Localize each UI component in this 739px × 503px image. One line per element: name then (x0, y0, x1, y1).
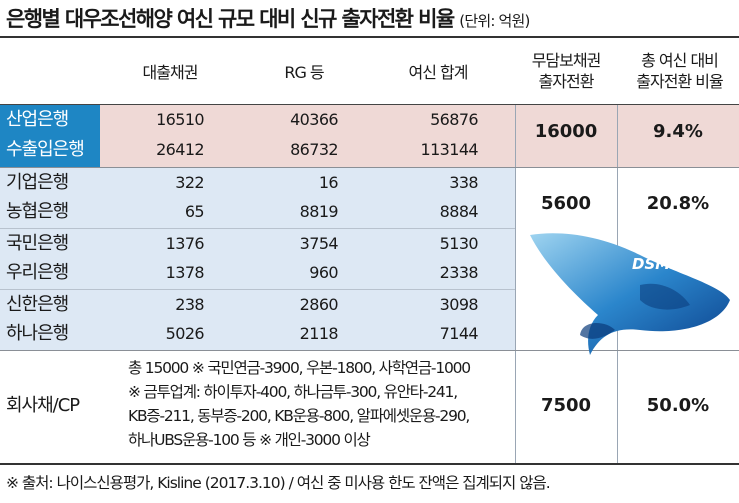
total-value: 8884 (439, 202, 479, 221)
col-header-ratio-line1: 총 여신 대비 (641, 51, 719, 70)
bond-detail-line: 총 15000 ※ 국민연금-3900, 우본-1800, 사학연금-1000 (128, 359, 471, 377)
bank-name: 산업은행 (6, 109, 69, 130)
table-header: 대출채권 RG 등 여신 합계 무담보채권 출자전환 총 여신 대비 출자전환 … (0, 38, 739, 105)
group1-right-band (515, 105, 739, 167)
col-header-ratio: 총 여신 대비 출자전환 비율 (620, 50, 739, 92)
rg-value: 960 (309, 263, 338, 282)
bank-name: 수출입은행 (6, 139, 85, 160)
page-title: 은행별 대우조선해양 여신 규모 대비 신규 출자전환 비율 (단위: 억원) (6, 4, 530, 34)
col-header-rg: RG 등 (284, 63, 324, 82)
rg-value: 40366 (290, 110, 339, 129)
loan-value: 322 (175, 173, 204, 192)
group2-conversion: 5600 (540, 193, 592, 214)
loan-value: 16510 (156, 110, 205, 129)
bond-label: 회사채/CP (6, 395, 80, 416)
bank-name: 기업은행 (6, 172, 69, 193)
group3-ratio: 50.0% (646, 395, 710, 416)
group2-band (0, 168, 515, 350)
total-value: 7144 (439, 324, 479, 343)
total-value: 3098 (439, 295, 479, 314)
divider-row-b (0, 289, 515, 290)
bank-name: 농협은행 (6, 201, 69, 222)
loan-value: 1376 (165, 234, 205, 253)
bank-name: 우리은행 (6, 262, 69, 283)
col-header-conversion-line1: 무담보채권 (531, 51, 602, 70)
loan-value: 65 (184, 202, 205, 221)
top-rule (0, 36, 739, 38)
group2-ratio: 20.8% (646, 193, 710, 214)
divider-row-group1 (0, 167, 739, 168)
total-value: 5130 (439, 234, 479, 253)
bottom-rule (0, 463, 739, 465)
loan-value: 238 (175, 295, 204, 314)
unit-label: (단위: 억원) (459, 12, 530, 30)
group1-conversion: 16000 (534, 121, 598, 142)
bond-detail-line: KB증-211, 동부증-200, KB운용-800, 알파에셋운용-290, (128, 407, 470, 425)
divider-vertical-1 (515, 105, 516, 463)
logo-text: DSME (632, 255, 681, 273)
rg-value: 2860 (299, 295, 339, 314)
total-value: 56876 (430, 110, 479, 129)
rg-value: 3754 (299, 234, 339, 253)
rg-value: 8819 (299, 202, 339, 221)
divider-row-a (0, 228, 515, 229)
bond-detail: 총 15000 ※ 국민연금-3900, 우본-1800, 사학연금-1000 … (128, 356, 513, 452)
total-value: 2338 (439, 263, 479, 282)
col-header-total: 여신 합계 (408, 63, 469, 82)
dsme-whale-logo: DSME (530, 233, 730, 355)
loan-value: 1378 (165, 263, 205, 282)
bank-name: 신한은행 (6, 294, 69, 315)
col-header-conversion: 무담보채권 출자전환 (515, 50, 617, 92)
loan-value: 26412 (156, 140, 205, 159)
rg-value: 16 (318, 173, 339, 192)
bond-detail-line: 하나UBS운용-100 등 ※ 개인-3000 이상 (128, 431, 371, 449)
col-header-conversion-line2: 출자전환 (538, 72, 595, 91)
col-header-loan: 대출채권 (142, 63, 199, 82)
bank-name: 국민은행 (6, 233, 69, 254)
rg-value: 86732 (290, 140, 339, 159)
source-footnote: ※ 출처: 나이스신용평가, Kisline (2017.3.10) / 여신 … (6, 474, 551, 492)
divider-row-group2 (0, 350, 739, 351)
total-value: 113144 (420, 140, 479, 159)
bank-name: 하나은행 (6, 323, 69, 344)
total-value: 338 (449, 173, 478, 192)
group1-ratio: 9.4% (653, 121, 703, 142)
bond-detail-line: ※ 금투업계: 하이투자-400, 하나금투-300, 유안타-241, (128, 383, 458, 401)
loan-value: 5026 (165, 324, 205, 343)
group1-bank-band (0, 105, 100, 167)
col-header-ratio-line2: 출자전환 비율 (636, 72, 723, 91)
group3-conversion: 7500 (540, 395, 592, 416)
title-text: 은행별 대우조선해양 여신 규모 대비 신규 출자전환 비율 (6, 7, 455, 31)
rg-value: 2118 (299, 324, 339, 343)
